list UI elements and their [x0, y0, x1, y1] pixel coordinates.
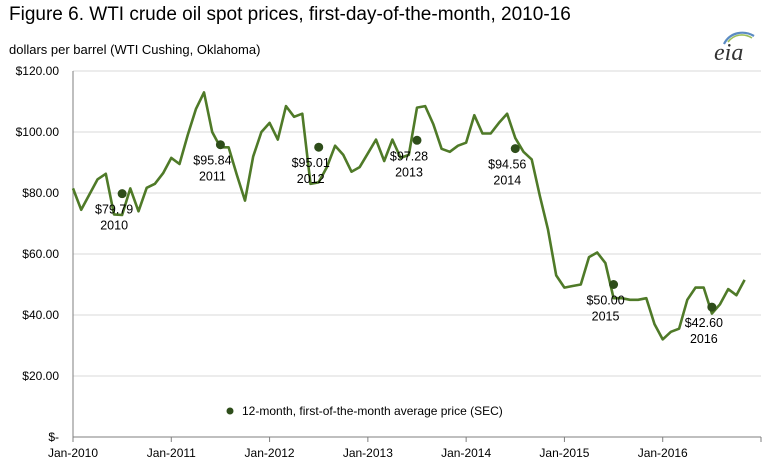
- y-tick-label: $80.00: [22, 186, 59, 200]
- average-value-label: $94.56: [488, 158, 526, 172]
- average-point-2013: [412, 135, 422, 145]
- y-tick-label: $60.00: [22, 247, 59, 261]
- average-value-label: $95.01: [292, 156, 330, 170]
- legend-label: 12-month, first-of-the-month average pri…: [242, 404, 503, 418]
- x-tick-label: Jan-2014: [441, 446, 491, 460]
- logo-text: eia: [714, 40, 744, 66]
- y-tick-label: $100.00: [16, 125, 60, 139]
- average-year-label: 2012: [297, 172, 325, 186]
- eia-logo: eia: [710, 30, 760, 72]
- logo-swoosh-icon: [723, 31, 755, 45]
- wti-price-line: [71, 91, 746, 341]
- average-point-2012: [314, 142, 324, 152]
- legend-marker: [226, 407, 234, 415]
- chart-title: Figure 6. WTI crude oil spot prices, fir…: [9, 4, 571, 25]
- y-tick-label: $-: [48, 430, 59, 444]
- average-year-label: 2013: [395, 165, 423, 179]
- legend: 12-month, first-of-the-month average pri…: [226, 404, 503, 418]
- average-value-label: $79.79: [95, 203, 133, 217]
- average-value-label: $95.84: [193, 154, 231, 168]
- average-year-label: 2016: [690, 332, 718, 346]
- average-value-label: $42.60: [685, 316, 723, 330]
- average-value-label: $50.00: [586, 294, 624, 308]
- average-year-label: 2010: [100, 219, 128, 233]
- x-tick-label: Jan-2011: [147, 446, 196, 460]
- average-point-2011: [215, 140, 225, 150]
- average-year-label: 2014: [493, 174, 521, 188]
- average-markers: $79.79 2010 $95.84 2011 $95.01 2012 $97.28 2013…: [95, 135, 723, 346]
- axes: [72, 71, 761, 438]
- average-year-label: 2015: [592, 310, 620, 324]
- average-point-2014: [510, 144, 520, 154]
- y-tick-label: $40.00: [22, 308, 59, 322]
- x-tick-label: Jan-2013: [343, 446, 393, 460]
- x-tick-label: Jan-2016: [638, 446, 688, 460]
- x-tick-label: Jan-2010: [48, 446, 98, 460]
- x-tick-label: Jan-2015: [539, 446, 589, 460]
- price-series: [71, 91, 746, 341]
- average-value-label: $97.28: [390, 149, 428, 163]
- average-year-label: 2011: [199, 170, 226, 184]
- y-axis-ticks: $- $20.00 $40.00 $60.00 $80.00 $100.00 $120.00: [16, 64, 60, 444]
- average-point-2015: [609, 280, 619, 289]
- x-axis-ticks: Jan-2010 Jan-2011 Jan-2012 Jan-2013 Jan-2014…: [48, 437, 762, 460]
- y-axis-unit-label: dollars per barrel (WTI Cushing, Oklahom…: [9, 42, 261, 57]
- y-tick-label: $20.00: [22, 369, 59, 383]
- average-point-2016: [707, 302, 717, 312]
- average-point-2010: [117, 189, 127, 199]
- x-tick-label: Jan-2012: [245, 446, 295, 460]
- y-tick-label: $120.00: [16, 64, 60, 78]
